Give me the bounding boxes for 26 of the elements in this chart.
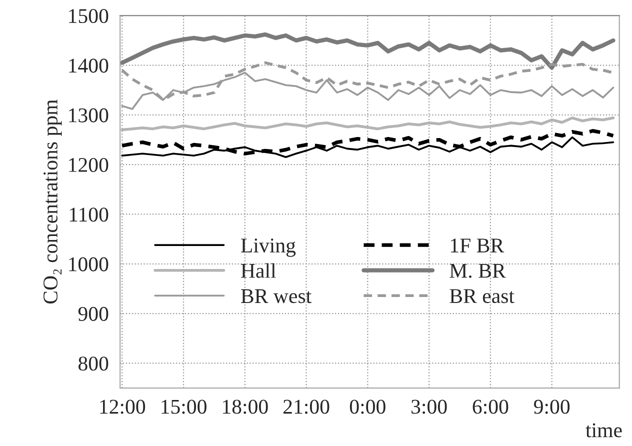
legend-label: 1F BR: [450, 238, 504, 252]
legend-label: BR west: [241, 289, 312, 304]
legend-label: Living: [241, 238, 296, 257]
x-tick-label: 3:00: [412, 400, 447, 414]
x-tick-label: 21:00: [283, 400, 330, 414]
x-tick-label: 9:00: [534, 400, 570, 414]
legend-label: Hall: [241, 263, 276, 278]
x-tick-label: 6:00: [472, 400, 508, 414]
y-tick-label: 1000: [69, 257, 108, 272]
x-axis-title: time: [586, 423, 622, 438]
x-tick-label: 18:00: [223, 400, 268, 414]
y-tick-label: 1500: [69, 8, 108, 24]
legend-label: M. BR: [450, 264, 506, 278]
x-tick-label: 12:00: [100, 400, 146, 414]
legend-label: BR east: [450, 289, 514, 304]
y-tick-label: 900: [78, 306, 108, 321]
y-tick-label: 1400: [69, 58, 108, 73]
line-series: [120, 32, 616, 70]
x-tick-label: 0:00: [350, 400, 386, 414]
y-tick-label: 1300: [69, 108, 108, 122]
line-series: [120, 129, 616, 156]
y-axis-title: CO₂ concentrations ppm: [44, 100, 62, 304]
y-tick-label: 1200: [69, 158, 108, 172]
x-tick-label: 15:00: [162, 400, 206, 414]
y-tick-label: 1100: [70, 208, 108, 222]
y-tick-label: 800: [78, 356, 108, 371]
